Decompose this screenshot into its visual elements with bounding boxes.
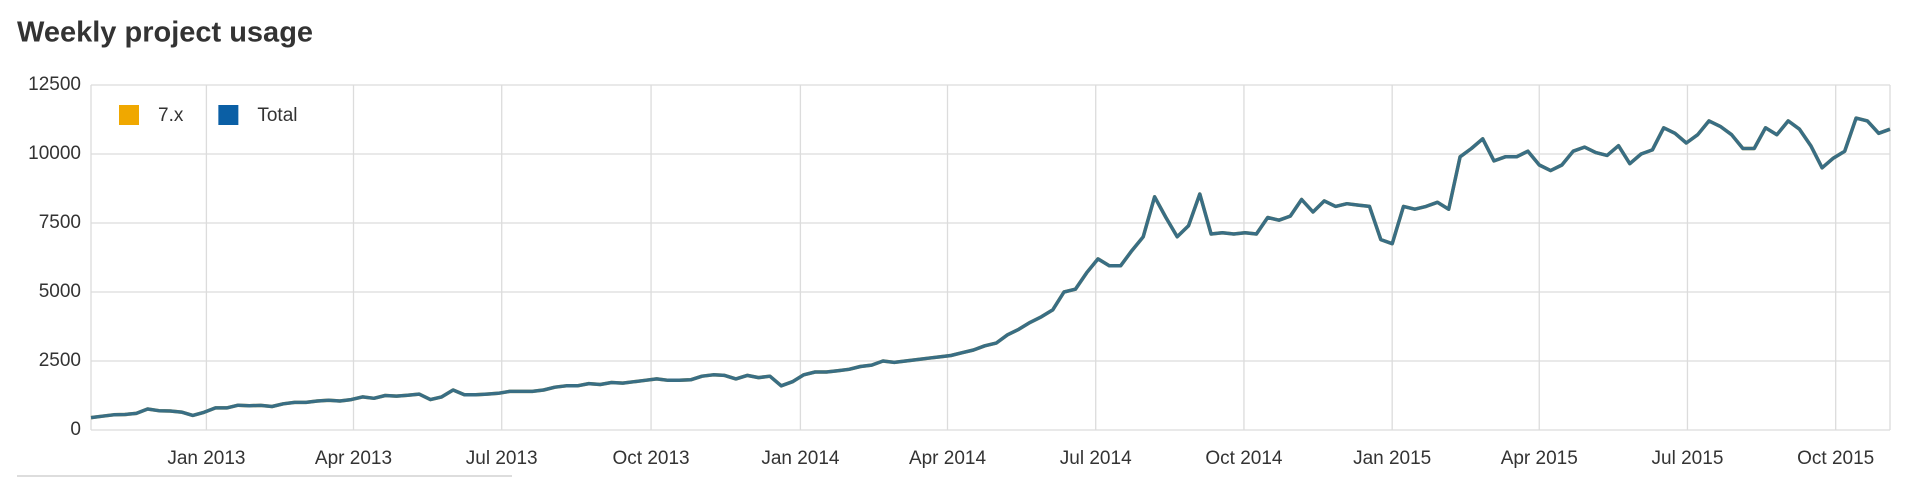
x-tick-label: Oct 2013 — [613, 448, 690, 469]
x-tick-label: Jul 2015 — [1652, 448, 1724, 469]
legend-label: 7.x — [158, 105, 184, 126]
legend-swatch — [119, 105, 139, 125]
y-tick-label: 12500 — [28, 74, 81, 95]
chart-title: Weekly project usage — [17, 17, 313, 49]
y-tick-label: 7500 — [39, 212, 81, 233]
legend-swatch — [218, 105, 239, 125]
series-line — [90, 116, 1891, 420]
x-tick-label: Oct 2014 — [1205, 448, 1283, 469]
x-tick-label: Jan 2013 — [167, 448, 245, 469]
x-tick-label: Jul 2014 — [1060, 448, 1132, 469]
x-tick-label: Apr 2013 — [315, 448, 392, 469]
series-line — [90, 116, 1891, 420]
y-tick-label: 10000 — [28, 143, 81, 164]
x-tick-label: Jan 2015 — [1353, 448, 1431, 469]
y-tick-label: 0 — [70, 419, 81, 440]
x-tick-label: Jul 2013 — [466, 448, 538, 469]
legend-label: Total — [257, 105, 297, 126]
y-tick-label: 5000 — [39, 281, 81, 302]
x-tick-label: Jan 2014 — [761, 448, 840, 469]
x-tick-label: Apr 2014 — [909, 448, 987, 469]
x-tick-label: Apr 2015 — [1501, 448, 1578, 469]
x-tick-label: Oct 2015 — [1797, 448, 1874, 469]
y-tick-label: 2500 — [39, 350, 81, 371]
